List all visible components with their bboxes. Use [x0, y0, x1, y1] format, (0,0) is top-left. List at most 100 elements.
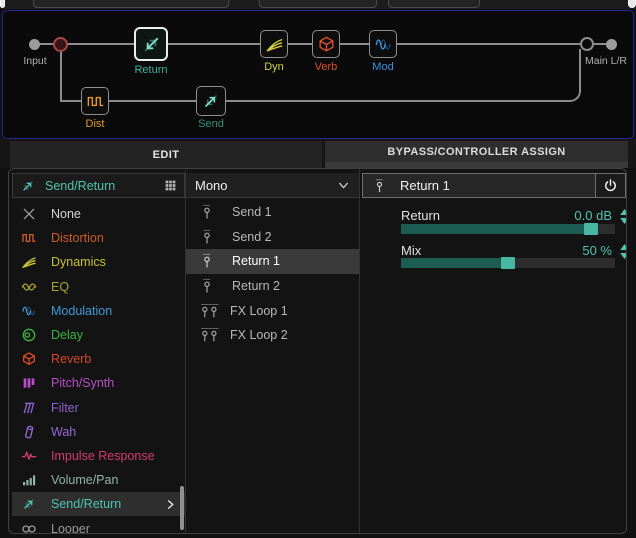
- param-value[interactable]: 50 %: [582, 243, 612, 258]
- slider-handle[interactable]: [584, 223, 599, 235]
- sidebar-item-send-return[interactable]: Send/Return: [12, 492, 185, 517]
- param-label: Mix: [401, 243, 422, 258]
- output-label: Main L/R: [585, 55, 628, 67]
- stepper-down-icon: [619, 253, 626, 259]
- params-header: Return 1: [362, 173, 626, 198]
- stepper-down-icon: [619, 218, 626, 224]
- slider-handle[interactable]: [501, 257, 515, 269]
- input-label: Input: [23, 55, 47, 67]
- x-icon: [20, 206, 38, 222]
- sidebar-item-looper[interactable]: Looper: [12, 516, 185, 533]
- model-list: Send 1 Send 2 Return 1 Return 2 FX Loop …: [186, 200, 359, 348]
- chain-block-label: Mod: [372, 61, 394, 73]
- mix-slider[interactable]: [401, 257, 615, 269]
- modulation-icon: [20, 303, 38, 319]
- sidebar-item-impulse-response[interactable]: Impulse Response: [12, 444, 185, 468]
- stepper-up-icon: [619, 209, 626, 215]
- tab-bypass-controller-assign[interactable]: BYPASS/CONTROLLER ASSIGN: [325, 141, 628, 162]
- output-node[interactable]: [606, 38, 617, 50]
- sidebar-item-wah[interactable]: Wah: [12, 420, 185, 444]
- sidebar-item-pitch-synth[interactable]: Pitch/Synth: [12, 371, 185, 395]
- input-node[interactable]: [28, 38, 40, 50]
- jack-pair-icon: [199, 325, 221, 345]
- chain-block-send[interactable]: [196, 86, 226, 116]
- column-divider: [185, 169, 186, 533]
- send-return-icon: [20, 496, 38, 512]
- split-wire: [60, 44, 62, 101]
- chain-block-return[interactable]: [134, 27, 168, 61]
- chain-block-mod[interactable]: [369, 30, 397, 58]
- sidebar-item-modulation[interactable]: Modulation: [12, 299, 185, 323]
- model-item-fx-loop-2[interactable]: FX Loop 2: [186, 323, 359, 348]
- value-stepper[interactable]: [618, 244, 626, 259]
- stepper-up-icon: [619, 244, 626, 250]
- delay-icon: [20, 327, 38, 343]
- wah-pedal-icon: [20, 424, 38, 440]
- distortion-icon: [20, 230, 38, 246]
- model-type-dropdown[interactable]: Mono: [186, 173, 359, 198]
- jack-icon: [199, 202, 221, 222]
- chain-block-verb[interactable]: [312, 30, 340, 58]
- filter-icon: [20, 400, 38, 416]
- eq-icon: [20, 279, 38, 295]
- sidebar-item-delay[interactable]: Delay: [12, 323, 185, 347]
- dynamics-icon: [265, 35, 284, 54]
- sidebar-item-distortion[interactable]: Distortion: [12, 226, 185, 250]
- distortion-icon: [86, 92, 105, 111]
- chain-block-label: Dyn: [264, 61, 284, 73]
- tab-bar: EDIT BYPASS/CONTROLLER ASSIGN: [0, 139, 636, 168]
- chevron-right-icon: [165, 499, 176, 510]
- editor-panel: Send/Return None Distortion Dynamics EQ …: [8, 168, 627, 534]
- modulation-icon: [374, 35, 393, 54]
- model-item-return-2[interactable]: Return 2: [186, 274, 359, 299]
- model-type-value: Mono: [195, 177, 228, 193]
- params-panel: Return 1 Return 0.0 dB Mix 50 %: [360, 169, 626, 533]
- looper-icon: [20, 521, 38, 533]
- column-divider: [359, 169, 360, 533]
- dynamics-icon: [20, 254, 38, 270]
- sidebar-item-dynamics[interactable]: Dynamics: [12, 250, 185, 274]
- chain-block-dist[interactable]: [81, 87, 109, 115]
- cutoff-toolbar-strip: [0, 0, 636, 9]
- value-stepper[interactable]: [618, 209, 626, 224]
- jack-pair-icon: [199, 301, 221, 321]
- tab-edit[interactable]: EDIT: [10, 141, 322, 168]
- sidebar-item-filter[interactable]: Filter: [12, 396, 185, 420]
- sidebar-item-volume-pan[interactable]: Volume/Pan: [12, 468, 185, 492]
- piano-keys-icon: [20, 375, 38, 391]
- slider-fill: [401, 258, 508, 268]
- model-item-send-1[interactable]: Send 1: [186, 200, 359, 225]
- cutoff-toolbar-stub: [33, 0, 229, 8]
- tab-ledge: [325, 162, 628, 168]
- model-item-return-1[interactable]: Return 1: [186, 249, 359, 274]
- sidebar-item-none[interactable]: None: [12, 202, 185, 226]
- model-item-send-2[interactable]: Send 2: [186, 225, 359, 250]
- send-icon: [201, 91, 221, 111]
- sidebar-scrollbar[interactable]: [180, 486, 184, 530]
- cutoff-toolbar-stub: [259, 0, 377, 8]
- cutoff-toolbar-stub: [628, 0, 636, 8]
- jack-icon: [199, 227, 221, 247]
- sidebar-item-reverb[interactable]: Reverb: [12, 347, 185, 371]
- chain-block-dyn[interactable]: [260, 30, 288, 58]
- volume-bars-icon: [20, 472, 38, 488]
- impulse-icon: [20, 448, 38, 464]
- param-value[interactable]: 0.0 dB: [574, 208, 612, 223]
- reverb-icon: [317, 35, 336, 54]
- chain-block-label: Dist: [85, 118, 105, 130]
- split-node[interactable]: [53, 36, 68, 52]
- category-list: None Distortion Dynamics EQ Modulation D…: [12, 202, 185, 533]
- jack-icon: [372, 177, 394, 195]
- power-button[interactable]: [595, 174, 625, 197]
- signal-path-b-wire: [60, 49, 581, 102]
- grid-view-icon[interactable]: [164, 179, 177, 192]
- sidebar-item-eq[interactable]: EQ: [12, 275, 185, 299]
- jack-icon: [199, 276, 221, 296]
- chain-block-label: Return: [134, 64, 168, 76]
- signal-chain-panel: Input Main L/R Return Dyn Verb Mod Dist: [2, 10, 634, 139]
- return-slider[interactable]: [401, 223, 615, 235]
- model-item-fx-loop-1[interactable]: FX Loop 1: [186, 298, 359, 323]
- reverb-icon: [20, 351, 38, 367]
- merge-node[interactable]: [580, 37, 594, 51]
